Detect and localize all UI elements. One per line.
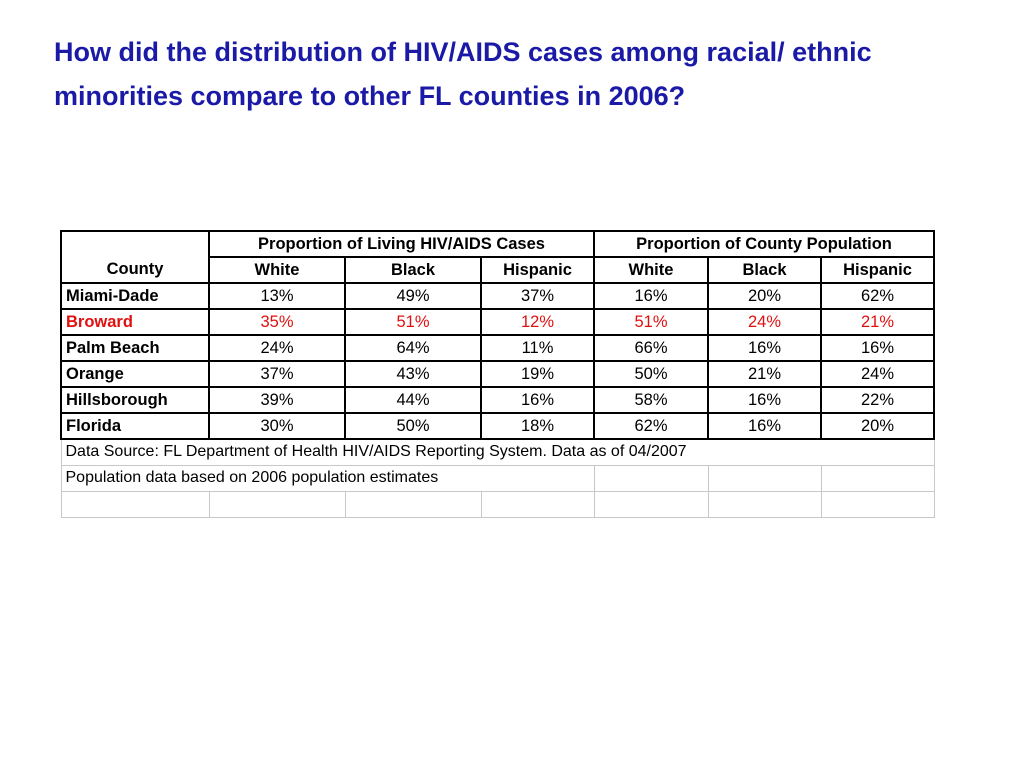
table-cell: 62% xyxy=(593,412,709,440)
table-cell: 44% xyxy=(344,386,482,414)
group-header-population: Proportion of County Population xyxy=(593,230,935,258)
table-cell: 24% xyxy=(208,334,346,362)
hiv-aids-table: County Proportion of Living HIV/AIDS Cas… xyxy=(60,230,935,518)
population-note-row: Population data based on 2006 population… xyxy=(60,464,935,492)
subheader-cases-black: Black xyxy=(344,256,482,284)
table-cell: 64% xyxy=(344,334,482,362)
table-cell: 62% xyxy=(820,282,935,310)
subheader-population-hispanic: Hispanic xyxy=(820,256,935,284)
county-name: Hillsborough xyxy=(60,386,210,414)
table-row: Miami-Dade 13% 49% 37% 16% 20% 62% xyxy=(60,282,935,310)
table-row: Palm Beach 24% 64% 11% 66% 16% 16% xyxy=(60,334,935,362)
group-header-cases: Proportion of Living HIV/AIDS Cases xyxy=(208,230,595,258)
table-cell: 24% xyxy=(707,308,822,336)
source-note: Data Source: FL Department of Health HIV… xyxy=(60,438,935,466)
table-cell: 37% xyxy=(480,282,595,310)
table-cell: 16% xyxy=(593,282,709,310)
county-header: County xyxy=(60,230,210,284)
empty-cell xyxy=(208,490,346,518)
table-cell: 16% xyxy=(707,334,822,362)
table-cell: 51% xyxy=(593,308,709,336)
group-header-row: County Proportion of Living HIV/AIDS Cas… xyxy=(60,230,935,284)
table-cell: 37% xyxy=(208,360,346,388)
county-name: Miami-Dade xyxy=(60,282,210,310)
table-row: Hillsborough 39% 44% 16% 58% 16% 22% xyxy=(60,386,935,414)
source-note-row: Data Source: FL Department of Health HIV… xyxy=(60,438,935,466)
empty-cell xyxy=(480,490,595,518)
table-cell: 22% xyxy=(820,386,935,414)
table-cell: 66% xyxy=(593,334,709,362)
table-cell: 50% xyxy=(344,412,482,440)
empty-row xyxy=(60,490,935,518)
empty-cell xyxy=(820,464,935,492)
table-cell: 21% xyxy=(820,308,935,336)
table-cell: 16% xyxy=(707,412,822,440)
subheader-cases-white: White xyxy=(208,256,346,284)
empty-cell xyxy=(344,490,482,518)
table-cell: 12% xyxy=(480,308,595,336)
empty-cell xyxy=(593,464,709,492)
table-cell: 43% xyxy=(344,360,482,388)
empty-cell xyxy=(60,490,210,518)
table-cell: 39% xyxy=(208,386,346,414)
county-header-label: County xyxy=(106,260,164,278)
county-name: Palm Beach xyxy=(60,334,210,362)
table-cell: 49% xyxy=(344,282,482,310)
table-cell: 35% xyxy=(208,308,346,336)
table-cell: 13% xyxy=(208,282,346,310)
table-cell: 11% xyxy=(480,334,595,362)
subheader-population-black: Black xyxy=(707,256,822,284)
table-row: Orange 37% 43% 19% 50% 21% 24% xyxy=(60,360,935,388)
empty-cell xyxy=(820,490,935,518)
table-cell: 21% xyxy=(707,360,822,388)
subheader-population-white: White xyxy=(593,256,709,284)
empty-cell xyxy=(707,464,822,492)
table-row: Florida 30% 50% 18% 62% 16% 20% xyxy=(60,412,935,440)
table-cell: 16% xyxy=(707,386,822,414)
slide-title: How did the distribution of HIV/AIDS cas… xyxy=(54,37,872,111)
empty-cell xyxy=(593,490,709,518)
empty-cell xyxy=(707,490,822,518)
subheader-cases-hispanic: Hispanic xyxy=(480,256,595,284)
table-cell: 58% xyxy=(593,386,709,414)
table-cell: 51% xyxy=(344,308,482,336)
table-cell: 20% xyxy=(820,412,935,440)
population-note: Population data based on 2006 population… xyxy=(60,464,595,492)
county-name: Florida xyxy=(60,412,210,440)
table-cell: 19% xyxy=(480,360,595,388)
table-cell: 24% xyxy=(820,360,935,388)
county-name: Broward xyxy=(60,308,210,336)
table-row-highlighted: Broward 35% 51% 12% 51% 24% 21% xyxy=(60,308,935,336)
subheader-row: White Black Hispanic White Black Hispani… xyxy=(61,256,935,284)
table-cell: 16% xyxy=(820,334,935,362)
county-name: Orange xyxy=(60,360,210,388)
table-cell: 16% xyxy=(480,386,595,414)
table-cell: 20% xyxy=(707,282,822,310)
table-cell: 30% xyxy=(208,412,346,440)
table-cell: 18% xyxy=(480,412,595,440)
table-cell: 50% xyxy=(593,360,709,388)
